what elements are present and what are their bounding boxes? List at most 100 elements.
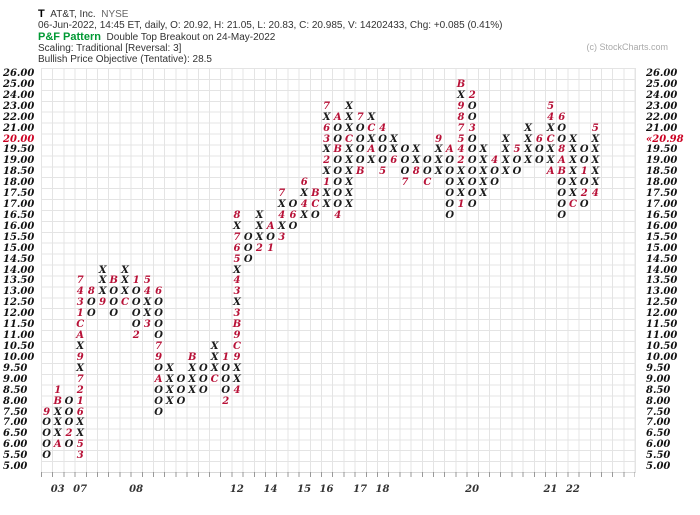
pnf-o-box: O xyxy=(154,308,163,320)
y-axis-label-left: 19.50 xyxy=(3,144,35,156)
pnf-month-marker: 4 xyxy=(591,188,599,200)
y-axis-label-right: 19.50 xyxy=(646,144,678,156)
pnf-x-box: X xyxy=(569,166,577,178)
y-axis-label-left: 11.50 xyxy=(3,319,35,331)
pnf-x-box: X xyxy=(546,144,555,156)
pnf-x-box: X xyxy=(210,351,219,363)
pnf-month-marker: 1 xyxy=(580,166,588,178)
pnf-x-box: X xyxy=(457,177,465,189)
pnf-month-marker: C xyxy=(233,341,241,352)
y-axis-label-right: 9.00 xyxy=(646,373,671,385)
y-axis-label-right: 23.00 xyxy=(646,100,678,112)
pnf-o-box: O xyxy=(176,373,186,385)
pnf-o-box: O xyxy=(64,406,74,418)
pnf-month-marker: 1 xyxy=(457,199,465,211)
pnf-x-box: X xyxy=(524,122,533,134)
y-axis-label-right: 16.00 xyxy=(646,220,678,232)
y-axis-label-right: 18.00 xyxy=(646,177,678,189)
pnf-o-box: O xyxy=(333,166,343,178)
pnf-month-marker: 2 xyxy=(132,330,140,342)
pnf-month-marker: 2 xyxy=(76,384,84,396)
pnf-month-marker: 9 xyxy=(99,297,107,309)
pnf-o-box: O xyxy=(288,220,298,232)
y-axis-label-left: 14.00 xyxy=(3,264,35,276)
y-axis-label-left: 14.50 xyxy=(3,253,35,265)
pnf-month-marker: 8 xyxy=(87,286,95,298)
pnf-o-box: O xyxy=(109,297,119,309)
pnf-x-box: X xyxy=(98,275,107,287)
y-axis-label-right: 13.50 xyxy=(646,275,678,287)
pnf-x-box: X xyxy=(591,177,600,189)
y-axis-label-right: 19.00 xyxy=(646,155,678,167)
pnf-month-marker: 7 xyxy=(278,188,286,200)
pnf-month-marker: B xyxy=(311,188,320,200)
y-axis-label-left: 12.00 xyxy=(3,308,35,320)
x-axis-year-label: 03 xyxy=(50,484,65,495)
x-axis-year-label: 07 xyxy=(73,484,88,495)
pnf-o-box: O xyxy=(176,395,186,407)
pnf-o-box: O xyxy=(400,166,410,178)
pnf-x-box: X xyxy=(98,264,107,276)
pnf-x-box: X xyxy=(322,199,331,211)
y-axis-label-left: 20.00 xyxy=(3,133,35,145)
pnf-x-box: X xyxy=(524,155,533,167)
y-axis-label-left: 6.00 xyxy=(3,439,28,451)
pnf-x-box: X xyxy=(165,384,174,396)
pnf-x-box: X xyxy=(121,286,129,298)
pnf-month-marker: 8 xyxy=(412,166,420,178)
pnf-o-box: O xyxy=(154,297,163,309)
pnf-month-marker: B xyxy=(333,144,342,156)
pnf-month-marker: 2 xyxy=(65,428,73,440)
pnf-o-box: O xyxy=(579,144,589,156)
pnf-x-box: X xyxy=(591,144,600,156)
pnf-x-box: X xyxy=(501,166,510,178)
pattern-label: P&F Pattern xyxy=(38,31,101,43)
pnf-x-box: X xyxy=(322,166,331,178)
pnf-month-marker: 5 xyxy=(457,133,465,145)
pnf-x-box: X xyxy=(569,177,577,189)
pnf-x-box: X xyxy=(277,220,286,232)
pnf-month-marker: 4 xyxy=(334,209,342,221)
pnf-o-box: O xyxy=(355,155,365,167)
pnf-o-box: O xyxy=(400,144,410,156)
pattern-line: P&F Pattern Double Top Breakout on 24-Ma… xyxy=(38,31,275,43)
pnf-month-marker: C xyxy=(76,319,85,331)
pnf-o-box: O xyxy=(535,155,544,167)
pnf-x-box: X xyxy=(457,166,465,178)
pnf-o-box: O xyxy=(355,144,365,156)
pnf-month-marker: 5 xyxy=(547,100,555,112)
pnf-o-box: O xyxy=(131,297,141,309)
y-axis-label-right: 12.50 xyxy=(646,297,678,309)
pnf-o-box: O xyxy=(288,199,298,211)
pnf-month-marker: 5 xyxy=(76,439,84,451)
pnf-month-marker: 7 xyxy=(457,122,465,134)
pnf-month-marker: 1 xyxy=(76,308,84,320)
pnf-x-box: X xyxy=(345,166,353,178)
ticker-symbol: T xyxy=(38,8,45,20)
pnf-x-box: X xyxy=(188,373,197,385)
pnf-o-box: O xyxy=(176,384,186,396)
pnf-o-box: O xyxy=(154,395,163,407)
y-axis-label-left: 15.00 xyxy=(3,242,35,254)
x-axis-tick-strip xyxy=(41,472,635,478)
pnf-x-box: X xyxy=(345,177,353,189)
pnf-x-box: X xyxy=(53,417,62,429)
pnf-o-box: O xyxy=(221,384,231,396)
pnf-o-box: O xyxy=(333,155,343,167)
pnf-x-box: X xyxy=(255,209,264,221)
pnf-month-marker: B xyxy=(109,275,118,287)
pnf-x-box: X xyxy=(53,428,62,440)
pnf-x-box: X xyxy=(277,199,286,211)
pnf-month-marker: C xyxy=(121,297,129,309)
pnf-x-box: X xyxy=(188,384,197,396)
x-axis-year-label: 08 xyxy=(129,484,144,495)
scaling-line: Scaling: Traditional [Reversal: 3] xyxy=(38,43,182,54)
pnf-o-box: O xyxy=(355,133,365,145)
y-axis-label-left: 5.00 xyxy=(3,461,28,473)
pnf-x-box: X xyxy=(524,144,533,156)
x-axis-year-label: 22 xyxy=(565,484,580,495)
pnf-o-box: O xyxy=(467,155,477,167)
pnf-o-box: O xyxy=(333,177,343,189)
